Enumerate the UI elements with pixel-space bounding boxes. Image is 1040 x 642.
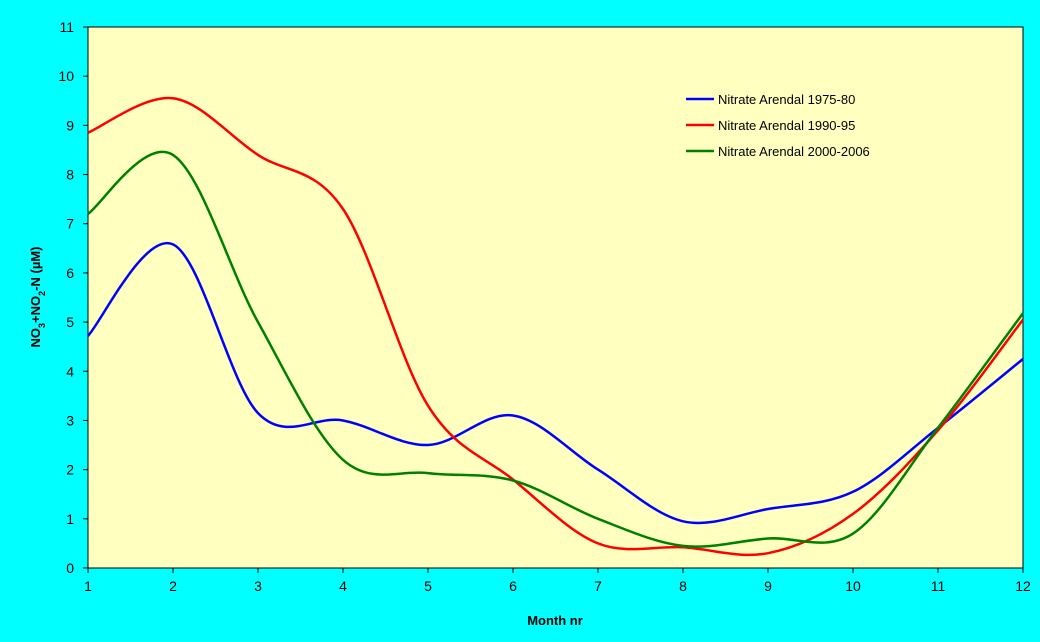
x-axis-ticks: 1 2 3 4 5 6 7 8 9 10 11 12: [84, 568, 1031, 594]
y-axis-title: NO3+NO2-N (µM): [28, 247, 47, 348]
y-tick-label: 8: [66, 167, 74, 183]
x-tick-label: 5: [424, 578, 432, 594]
x-tick-label: 4: [339, 578, 347, 594]
series-line-1: [87, 241, 1024, 525]
y-tick-label: 10: [58, 68, 74, 84]
y-tick-label: 11: [59, 19, 74, 35]
x-tick-label: 9: [764, 578, 772, 594]
y-tick-label: 5: [66, 314, 74, 330]
x-tick-label: 6: [509, 578, 517, 594]
y-axis-ticks: 0 1 2 3 4 5 6 7 8 9 10 11: [58, 19, 88, 576]
y-tick-label: 4: [66, 363, 74, 379]
series-line-3: [87, 150, 1025, 548]
x-tick-label: 2: [169, 578, 177, 594]
legend-label-3: Nitrate Arendal 2000-2006: [718, 144, 870, 159]
series-line-2: [87, 96, 1024, 557]
y-tick-label: 9: [66, 117, 74, 133]
x-tick-label: 10: [845, 578, 861, 594]
x-tick-label: 1: [84, 578, 92, 594]
x-tick-label: 11: [931, 578, 946, 594]
x-tick-label: 3: [254, 578, 262, 594]
legend: Nitrate Arendal 1975-80 Nitrate Arendal 1…: [686, 92, 870, 159]
y-tick-label: 6: [66, 265, 74, 281]
x-axis-title: Month nr: [527, 613, 583, 628]
legend-label-1: Nitrate Arendal 1975-80: [718, 92, 855, 107]
series-lines: [87, 96, 1025, 557]
x-tick-label: 8: [679, 578, 687, 594]
y-tick-label: 3: [66, 412, 74, 428]
y-tick-label: 7: [66, 216, 74, 232]
y-tick-label: 0: [66, 560, 74, 576]
plot-area: [87, 26, 1024, 569]
x-tick-label: 12: [1015, 578, 1031, 594]
x-tick-label: 7: [594, 578, 602, 594]
y-tick-label: 1: [66, 511, 74, 527]
y-tick-label: 2: [66, 462, 74, 478]
legend-label-2: Nitrate Arendal 1990-95: [718, 118, 855, 133]
